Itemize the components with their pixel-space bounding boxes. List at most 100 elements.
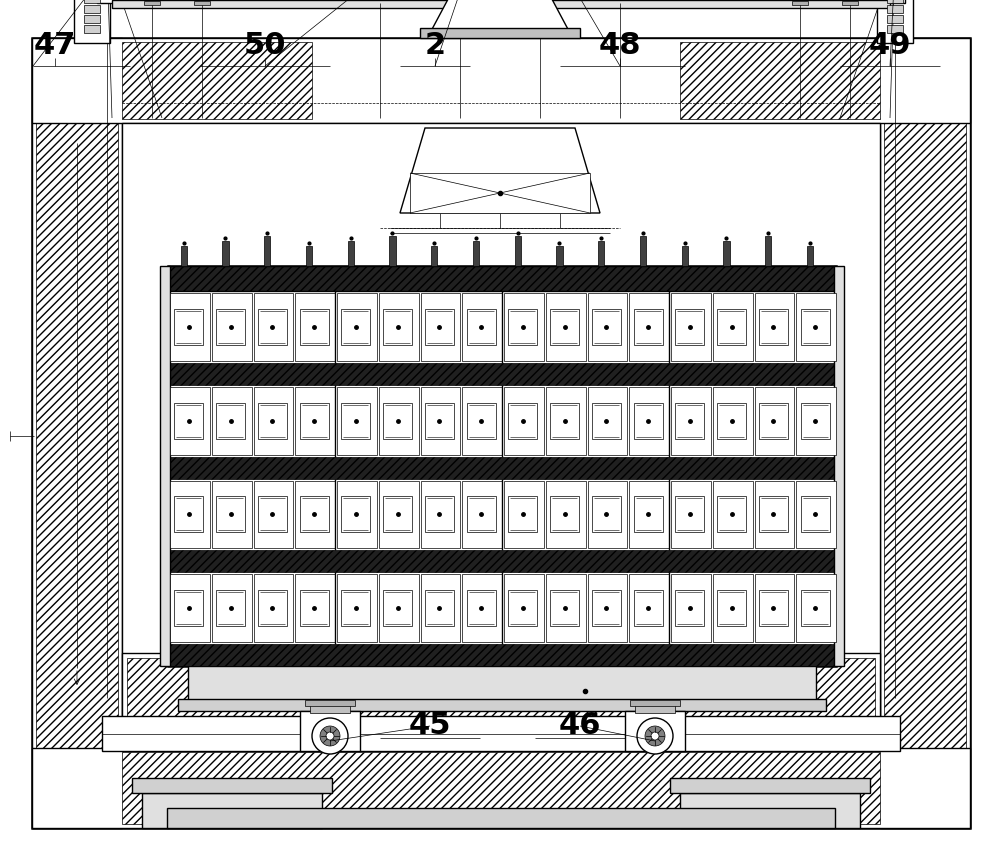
Bar bbox=[546, 293, 586, 361]
Bar bbox=[74, 0, 110, 43]
Bar bbox=[174, 496, 203, 533]
Bar bbox=[801, 591, 830, 626]
Bar bbox=[887, 15, 903, 23]
Bar bbox=[425, 496, 454, 533]
Bar bbox=[425, 591, 454, 626]
Bar bbox=[32, 748, 970, 828]
Bar bbox=[170, 550, 834, 572]
Bar bbox=[588, 481, 627, 548]
Bar bbox=[877, 0, 913, 43]
Bar bbox=[592, 496, 621, 533]
Bar bbox=[880, 38, 970, 828]
Bar bbox=[300, 309, 329, 345]
Bar bbox=[680, 42, 880, 119]
Circle shape bbox=[637, 718, 673, 754]
Bar bbox=[306, 246, 312, 266]
Text: 48: 48 bbox=[599, 31, 641, 61]
Bar bbox=[755, 574, 794, 642]
Bar bbox=[102, 716, 900, 751]
Bar bbox=[588, 387, 627, 455]
Bar bbox=[629, 481, 669, 548]
Bar bbox=[174, 403, 203, 438]
Bar bbox=[97, 0, 905, 3]
Bar bbox=[834, 266, 844, 666]
Bar bbox=[717, 496, 746, 533]
Bar bbox=[796, 481, 836, 548]
Bar bbox=[112, 0, 890, 8]
Bar bbox=[300, 496, 329, 533]
Bar bbox=[550, 591, 579, 626]
Bar bbox=[759, 403, 788, 438]
Bar bbox=[337, 293, 377, 361]
Circle shape bbox=[645, 726, 665, 746]
Bar bbox=[671, 481, 711, 548]
Bar bbox=[801, 496, 830, 533]
Bar bbox=[508, 591, 537, 626]
Bar bbox=[546, 574, 586, 642]
Bar bbox=[212, 293, 252, 361]
Bar bbox=[504, 293, 544, 361]
Bar bbox=[383, 591, 412, 626]
Bar bbox=[170, 387, 210, 455]
Bar bbox=[222, 241, 229, 266]
Bar bbox=[887, 5, 903, 13]
Bar bbox=[675, 403, 704, 438]
Bar bbox=[462, 387, 502, 455]
Bar bbox=[884, 123, 966, 748]
Bar bbox=[792, 1, 808, 5]
Bar bbox=[713, 293, 753, 361]
Bar bbox=[383, 496, 412, 533]
Bar bbox=[300, 403, 329, 438]
Bar bbox=[670, 778, 870, 793]
Bar bbox=[84, 0, 100, 3]
Bar bbox=[36, 123, 118, 748]
Bar bbox=[634, 309, 663, 345]
Text: 47: 47 bbox=[34, 31, 76, 61]
Bar bbox=[132, 778, 332, 793]
Bar bbox=[410, 173, 590, 213]
Circle shape bbox=[326, 732, 334, 740]
Bar bbox=[713, 574, 753, 642]
Bar bbox=[258, 496, 287, 533]
Circle shape bbox=[651, 732, 659, 740]
Bar bbox=[420, 293, 460, 361]
Bar bbox=[168, 266, 836, 291]
Bar bbox=[717, 309, 746, 345]
Bar bbox=[216, 496, 245, 533]
Bar bbox=[160, 266, 170, 666]
Bar bbox=[379, 387, 418, 455]
Bar bbox=[508, 496, 537, 533]
Bar bbox=[341, 591, 370, 626]
Bar bbox=[759, 496, 788, 533]
Bar bbox=[713, 481, 753, 548]
Bar bbox=[216, 309, 245, 345]
Bar bbox=[671, 293, 711, 361]
Bar bbox=[379, 574, 418, 642]
Bar bbox=[84, 5, 100, 13]
Bar bbox=[32, 38, 970, 123]
Bar bbox=[592, 309, 621, 345]
Text: 46: 46 bbox=[559, 712, 601, 740]
Bar bbox=[550, 309, 579, 345]
Circle shape bbox=[312, 718, 348, 754]
Bar bbox=[765, 236, 771, 266]
Bar bbox=[887, 25, 903, 33]
Bar bbox=[467, 309, 496, 345]
Bar bbox=[174, 591, 203, 626]
Bar bbox=[341, 403, 370, 438]
Bar bbox=[467, 496, 496, 533]
Bar bbox=[254, 574, 293, 642]
Bar bbox=[713, 387, 753, 455]
Bar bbox=[420, 574, 460, 642]
Bar bbox=[122, 42, 312, 119]
Bar bbox=[550, 403, 579, 438]
Bar bbox=[170, 644, 834, 666]
Bar bbox=[170, 293, 210, 361]
Bar bbox=[216, 591, 245, 626]
Bar bbox=[295, 387, 335, 455]
Bar bbox=[675, 496, 704, 533]
Bar bbox=[84, 15, 100, 23]
Bar bbox=[389, 236, 396, 266]
Bar bbox=[310, 703, 350, 713]
Bar bbox=[625, 711, 685, 751]
